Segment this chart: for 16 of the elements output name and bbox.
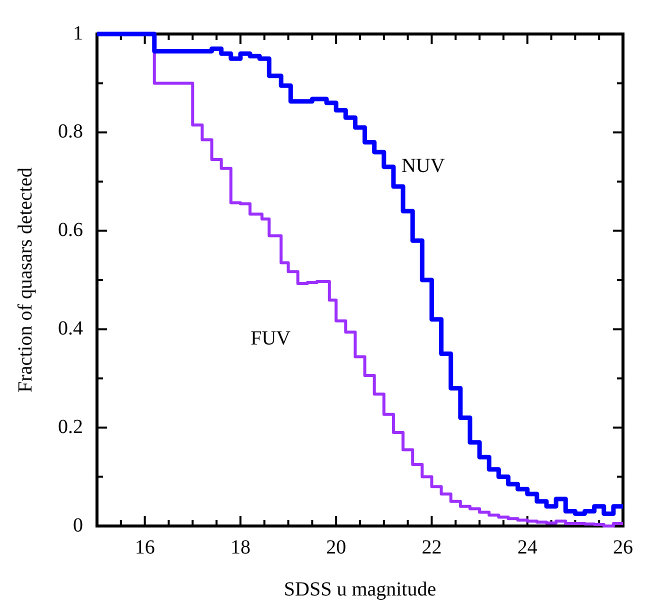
series-label: NUV (401, 155, 446, 178)
y-axis-title: Fraction of quasars detected (14, 168, 36, 392)
x-tick-label: 18 (230, 536, 250, 558)
x-tick-label: 26 (613, 536, 633, 558)
x-tick-label: 16 (134, 536, 155, 558)
y-tick-label: 0 (73, 514, 83, 536)
x-tick-label: 22 (422, 536, 442, 558)
text: FUV (250, 327, 292, 350)
x-tick-label: 24 (517, 536, 538, 558)
y-tick-label: 0.6 (58, 219, 83, 242)
y-tick-label: 1 (73, 22, 83, 44)
x-axis-title: SDSS u magnitude (284, 578, 436, 600)
y-tick-label: 0.4 (58, 317, 83, 340)
x-tick-label: 20 (326, 536, 346, 558)
y-tick-label: 0.8 (58, 120, 83, 143)
y-tick-label: 0.2 (58, 416, 83, 438)
